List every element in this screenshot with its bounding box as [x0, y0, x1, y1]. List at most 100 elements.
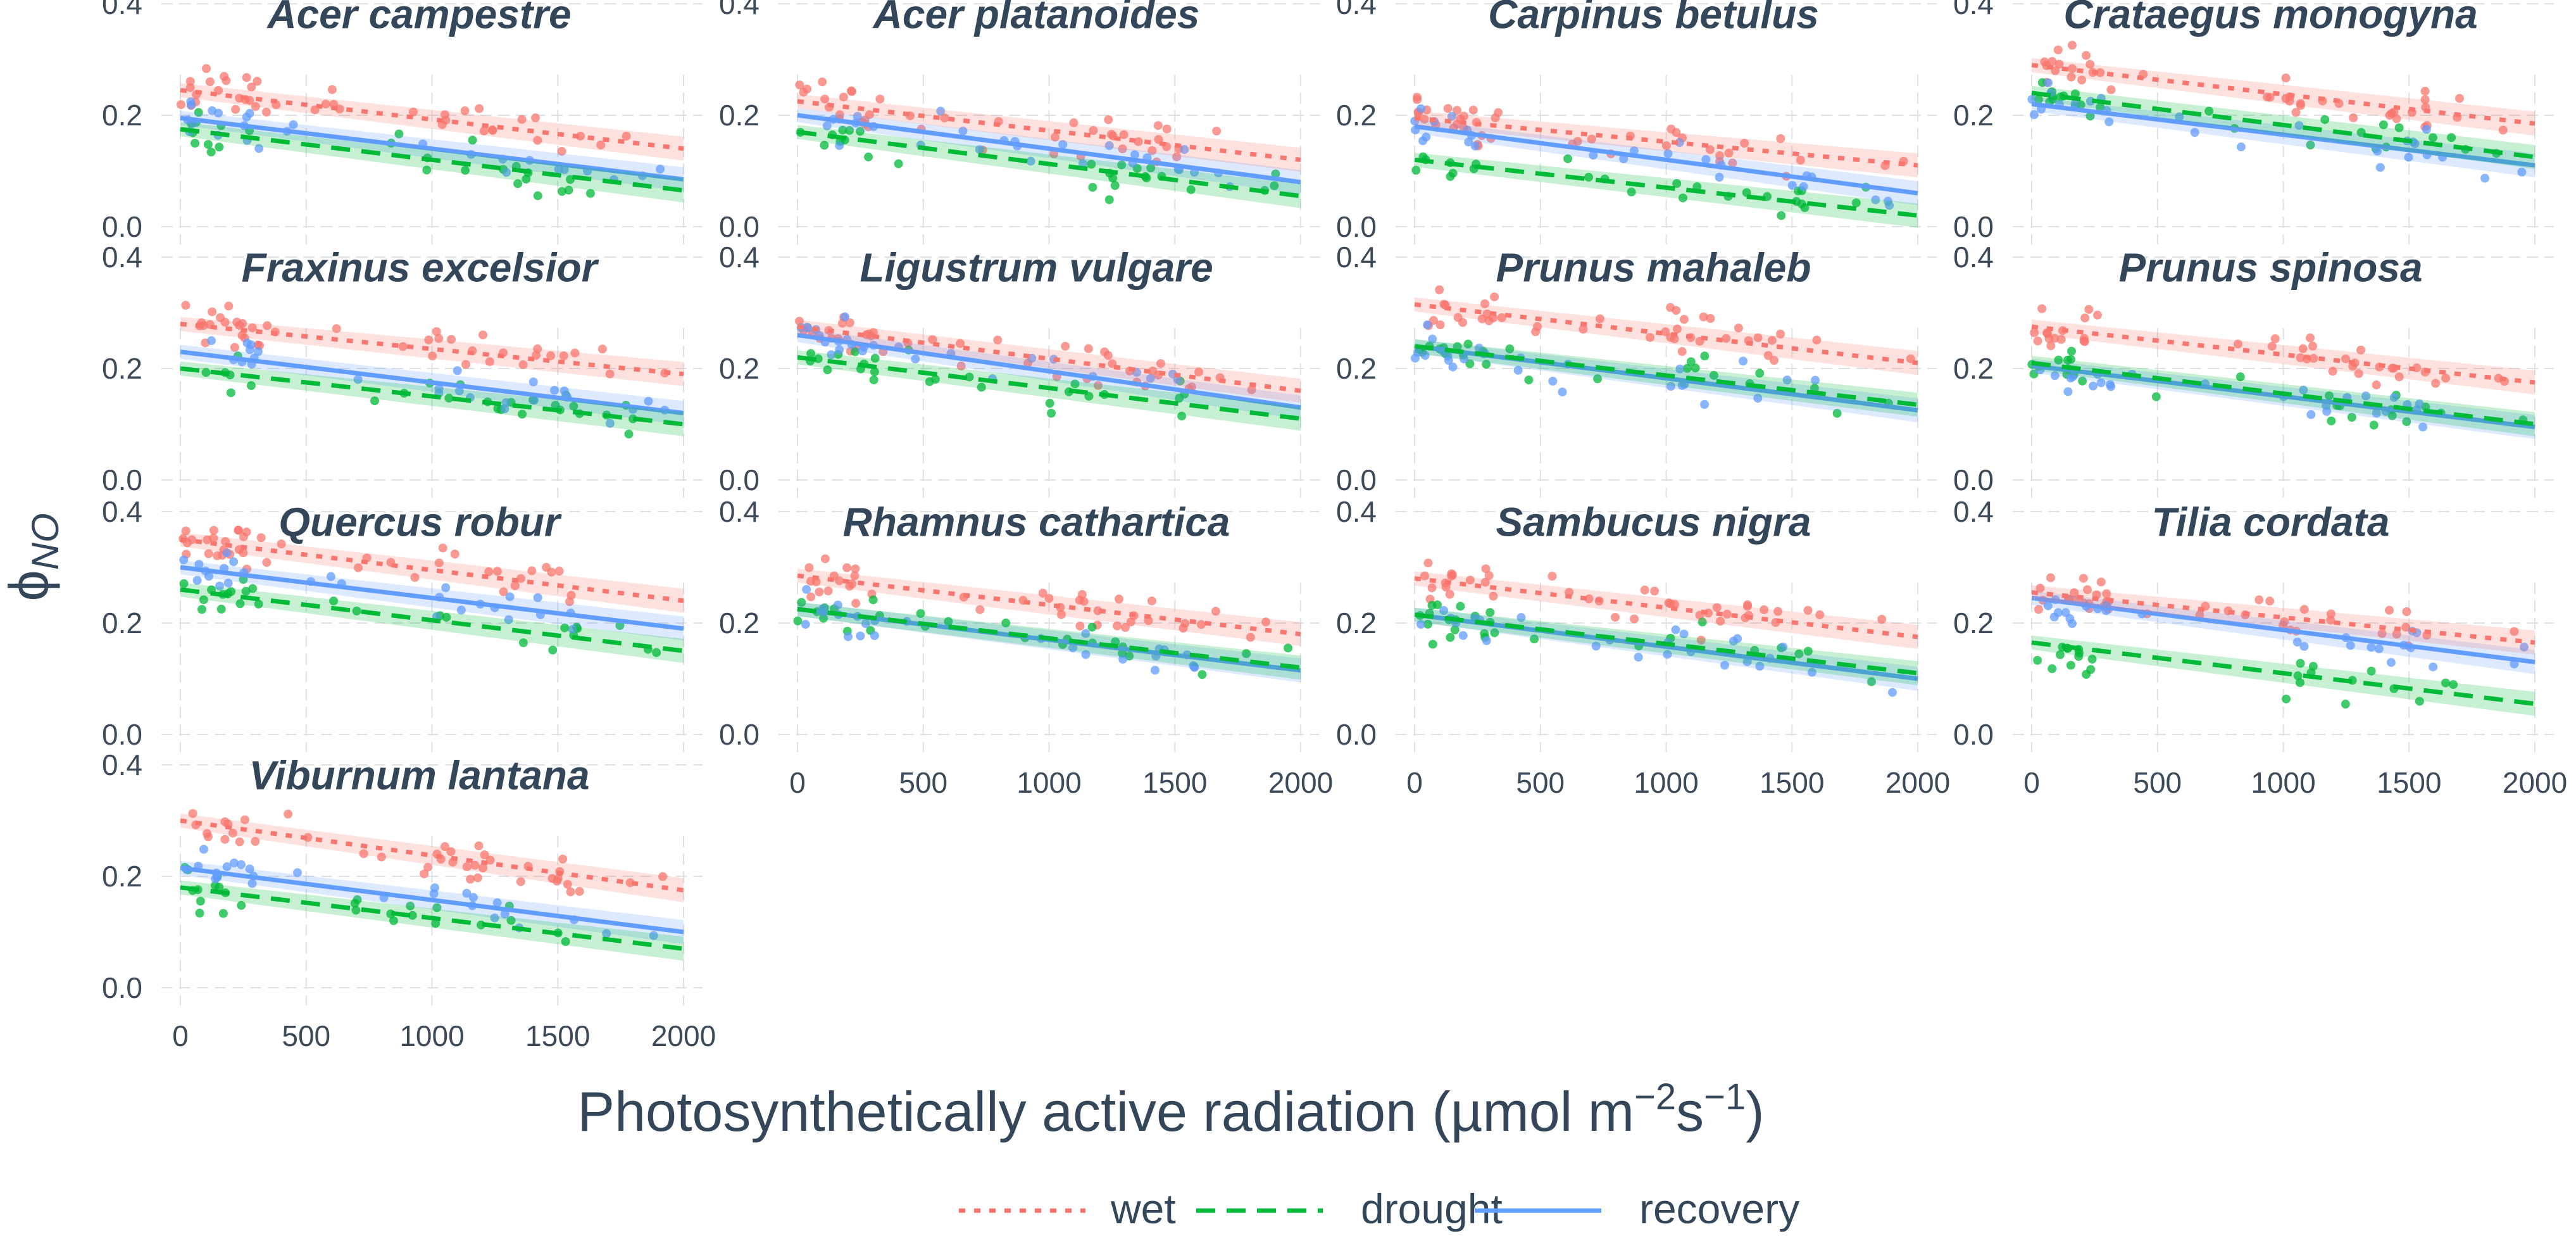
point-wet	[557, 146, 566, 156]
x-tick-label: 500	[899, 766, 947, 799]
confidence-band-drought	[797, 602, 1301, 680]
point-drought	[869, 375, 878, 384]
point-recovery	[215, 581, 225, 591]
point-wet	[1212, 126, 1222, 135]
point-drought	[206, 148, 216, 157]
panel-title: Prunus spinosa	[2118, 244, 2422, 290]
point-drought	[1177, 412, 1187, 421]
y-tick-label: 0.0	[1953, 463, 1994, 496]
point-wet	[185, 77, 195, 86]
point-drought	[352, 607, 361, 616]
point-wet	[795, 80, 804, 90]
point-wet	[1699, 312, 1708, 322]
y-tick-label: 0.0	[102, 718, 142, 751]
point-recovery	[1474, 343, 1484, 353]
point-drought	[2327, 416, 2336, 425]
point-drought	[1524, 375, 1534, 385]
point-wet	[253, 77, 262, 86]
panel-title: Prunus mahaleb	[1496, 244, 1811, 290]
point-drought	[2066, 346, 2076, 356]
confidence-band-drought	[180, 122, 684, 203]
point-drought	[944, 617, 953, 626]
confidence-band-wet	[1415, 571, 1918, 650]
point-wet	[216, 313, 225, 322]
point-wet	[818, 77, 827, 87]
point-recovery	[468, 893, 478, 902]
confidence-band-drought	[797, 125, 1301, 208]
point-wet	[203, 535, 212, 545]
y-tick-label: 0.0	[1953, 210, 1994, 243]
point-drought	[1428, 639, 1437, 649]
point-wet	[2106, 85, 2116, 94]
point-drought	[916, 608, 925, 618]
x-tick-label: 500	[282, 1019, 330, 1052]
point-wet	[398, 342, 408, 351]
point-recovery	[1679, 629, 1689, 639]
y-tick-label: 0.4	[1953, 0, 1994, 20]
point-drought	[1463, 339, 1473, 349]
point-recovery	[2429, 662, 2438, 672]
point-wet	[2328, 367, 2337, 376]
point-recovery	[2404, 153, 2413, 162]
point-wet	[1724, 148, 1734, 158]
point-wet	[823, 586, 833, 596]
point-drought	[1446, 633, 1455, 642]
point-drought	[820, 141, 829, 150]
point-wet	[2033, 336, 2042, 346]
point-recovery	[1448, 362, 1458, 372]
point-wet	[1050, 132, 1060, 142]
point-wet	[359, 849, 368, 859]
point-drought	[2379, 120, 2388, 130]
point-wet	[1815, 610, 1825, 619]
point-wet	[2392, 114, 2401, 123]
point-wet	[2035, 583, 2045, 593]
point-wet	[251, 836, 260, 846]
point-wet	[1420, 115, 1429, 124]
point-recovery	[2236, 142, 2246, 152]
point-recovery	[1146, 374, 1155, 383]
point-recovery	[204, 572, 213, 581]
point-recovery	[835, 345, 844, 355]
point-wet	[1180, 619, 1190, 628]
point-wet	[2070, 588, 2079, 598]
point-wet	[2083, 585, 2092, 595]
point-wet	[1480, 299, 1490, 308]
point-wet	[2067, 64, 2077, 73]
point-drought	[235, 599, 245, 608]
point-wet	[492, 567, 502, 576]
point-recovery	[870, 631, 879, 640]
point-wet	[256, 533, 266, 543]
point-wet	[575, 886, 584, 896]
point-wet	[2299, 605, 2309, 614]
point-drought	[1070, 379, 1080, 389]
point-wet	[1468, 105, 1478, 115]
point-wet	[377, 852, 386, 862]
point-wet	[1075, 621, 1085, 631]
point-wet	[1453, 106, 1462, 115]
point-wet	[815, 587, 824, 596]
x-tick-label: 2000	[1885, 766, 1950, 799]
point-wet	[1579, 324, 1588, 334]
point-drought	[1627, 187, 1636, 197]
point-recovery	[1470, 141, 1480, 151]
confidence-band-wet	[797, 319, 1301, 403]
confidence-band-drought	[2032, 356, 2535, 437]
point-wet	[1056, 610, 1066, 619]
point-drought	[1088, 182, 1097, 192]
point-drought	[561, 937, 570, 947]
point-wet	[1162, 124, 1172, 134]
point-wet	[1753, 333, 1763, 343]
point-drought	[797, 598, 806, 607]
point-wet	[181, 526, 191, 536]
point-drought	[522, 174, 531, 184]
point-recovery	[803, 323, 813, 332]
point-drought	[194, 108, 203, 117]
trend-line-drought	[180, 885, 684, 951]
point-wet	[1038, 588, 1047, 598]
point-wet	[1044, 593, 1054, 603]
point-drought	[2063, 355, 2072, 365]
confidence-band-drought	[2032, 635, 2535, 716]
point-recovery	[1677, 381, 1687, 390]
point-drought	[203, 140, 213, 149]
point-drought	[1087, 622, 1097, 632]
